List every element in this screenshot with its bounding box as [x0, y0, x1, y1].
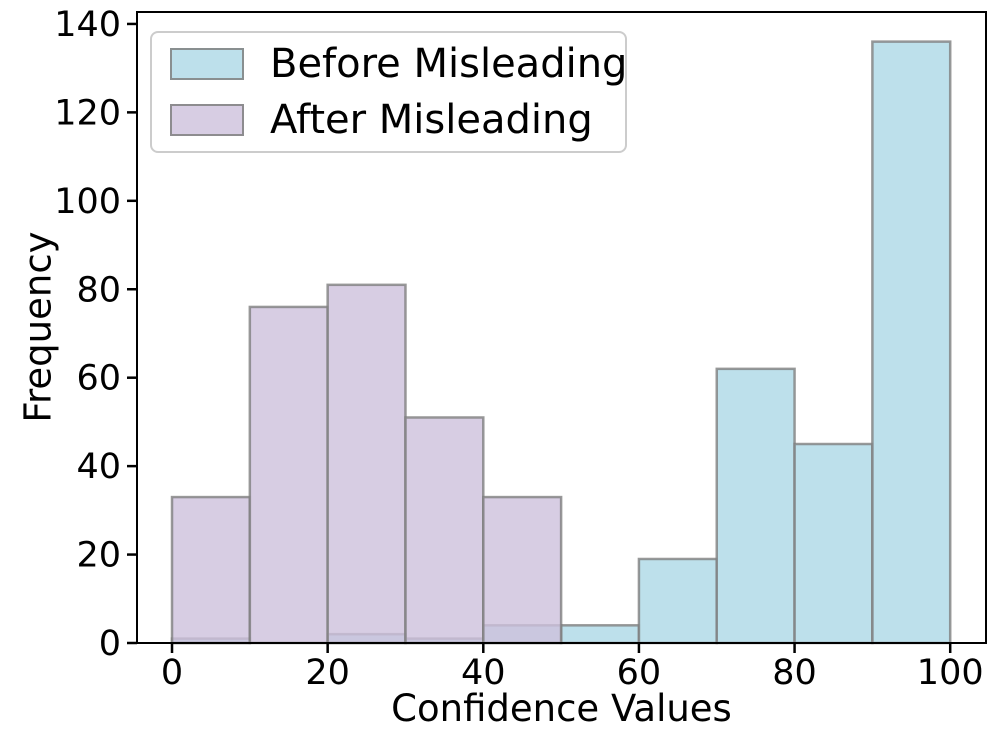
bar-before-misleading-70-80	[715, 367, 796, 645]
bar-after-misleading-30-40	[404, 416, 485, 645]
legend-swatch-before-misleading	[170, 48, 244, 81]
legend-label-after-misleading: After Misleading	[270, 96, 593, 143]
y-tick-label: 100	[54, 182, 121, 222]
x-tick-label: 80	[772, 653, 817, 693]
bar-after-misleading-20-30	[326, 283, 407, 645]
x-axis-label: Confidence Values	[391, 687, 732, 730]
bar-before-misleading-90-100	[871, 40, 952, 645]
axes-spines	[136, 11, 987, 644]
legend-swatch-after-misleading	[170, 103, 244, 136]
y-tick-label: 40	[76, 447, 121, 487]
y-tick-label: 80	[76, 270, 121, 310]
x-tick-label: 100	[917, 653, 984, 693]
y-axis-label: Frequency	[16, 231, 60, 423]
bar-before-misleading-80-90	[793, 442, 874, 645]
x-tick-label: 60	[617, 653, 662, 693]
legend-item-after-misleading: After Misleading	[152, 94, 625, 146]
legend: Before Misleading After Misleading	[150, 31, 627, 153]
y-tick-label: 0	[99, 624, 121, 664]
y-tick-label: 140	[54, 5, 121, 45]
bar-before-misleading-50-60	[559, 624, 641, 645]
bar-before-misleading-60-70	[637, 557, 718, 645]
y-tick-label: 20	[76, 536, 121, 576]
y-tick-label: 60	[76, 359, 121, 399]
legend-label-before-misleading: Before Misleading	[270, 41, 628, 88]
x-tick-label: 20	[305, 653, 350, 693]
legend-item-before-misleading: Before Misleading	[152, 38, 628, 90]
bar-after-misleading-10-20	[248, 305, 329, 645]
x-tick-label: 0	[161, 653, 183, 693]
bar-after-misleading-40-50	[482, 495, 563, 645]
x-tick-label: 40	[461, 653, 506, 693]
y-tick-label: 120	[54, 93, 121, 133]
bar-after-misleading-0-10	[170, 495, 252, 645]
